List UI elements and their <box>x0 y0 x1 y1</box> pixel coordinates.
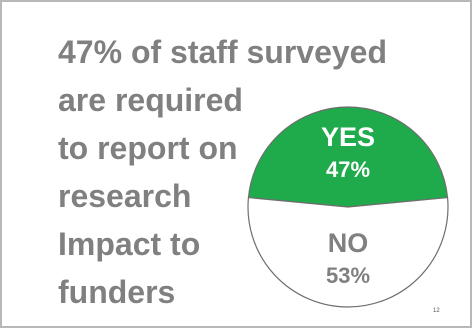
pie-slice-yes <box>247 106 449 208</box>
headline-line: funders <box>58 274 176 310</box>
headline: 47% of staff surveyed are required to re… <box>58 28 387 316</box>
pie-value-no: 53% <box>326 263 370 288</box>
pie-slice-no <box>247 196 449 308</box>
pie-label-no: NO <box>328 228 369 258</box>
headline-line: Impact to <box>58 226 201 262</box>
pie-label-yes: YES <box>321 122 375 152</box>
pie-value-yes: 47% <box>326 157 370 182</box>
headline-line: are required <box>58 82 243 118</box>
headline-line: 47% of staff surveyed <box>58 34 388 70</box>
headline-line: research <box>58 178 192 214</box>
headline-line: to report on <box>58 130 238 166</box>
page-number: 12 <box>433 308 440 314</box>
